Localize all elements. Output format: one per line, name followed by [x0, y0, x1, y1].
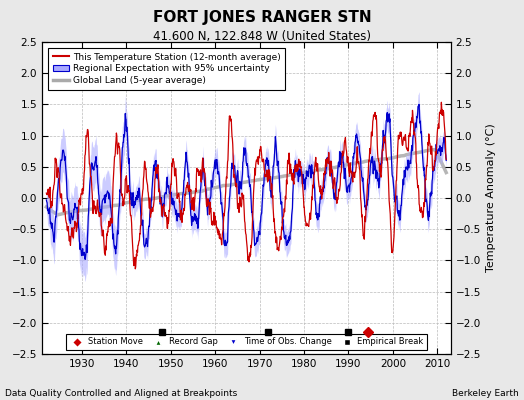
Text: Data Quality Controlled and Aligned at Breakpoints: Data Quality Controlled and Aligned at B… [5, 389, 237, 398]
Text: FORT JONES RANGER STN: FORT JONES RANGER STN [152, 10, 372, 25]
Text: Berkeley Earth: Berkeley Earth [452, 389, 519, 398]
Legend: Station Move, Record Gap, Time of Obs. Change, Empirical Break: Station Move, Record Gap, Time of Obs. C… [66, 334, 427, 350]
Text: 41.600 N, 122.848 W (United States): 41.600 N, 122.848 W (United States) [153, 30, 371, 43]
Y-axis label: Temperature Anomaly (°C): Temperature Anomaly (°C) [486, 124, 496, 272]
